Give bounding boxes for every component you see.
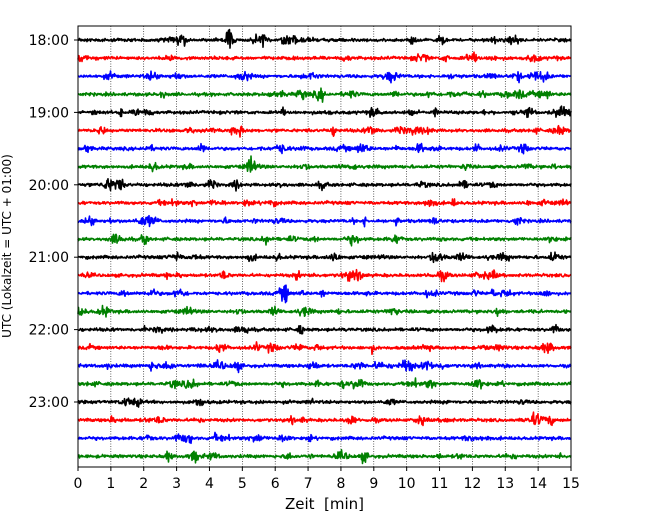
x-tick-label: 7 (304, 476, 313, 492)
trace-1930 (77, 142, 572, 155)
y-tick-label: 22:00 (29, 323, 69, 339)
trace-2230 (77, 359, 572, 374)
trace-2045 (77, 233, 572, 247)
trace-2030 (77, 214, 572, 228)
trace-2015 (77, 198, 572, 208)
x-tick-label: 6 (271, 476, 280, 492)
trace-1845 (77, 87, 572, 103)
x-axis-ticks: 0 1 2 3 4 5 6 7 8 9 10 11 12 13 14 15 (74, 467, 580, 492)
y-axis-label: UTC (Lokalzeit = UTC + 01:00) (0, 154, 14, 338)
trace-1900 (77, 105, 572, 119)
x-tick-label: 14 (529, 476, 547, 492)
y-tick-label: 20:00 (29, 178, 69, 194)
x-tick-label: 0 (74, 476, 83, 492)
x-tick-label: 3 (172, 476, 181, 492)
x-tick-label: 4 (205, 476, 214, 492)
vertical-grid (110, 26, 539, 467)
y-tick-label: 23:00 (29, 395, 69, 411)
x-tick-label: 8 (336, 476, 345, 492)
trace-1915 (77, 124, 572, 138)
trace-2100 (77, 251, 572, 264)
y-axis-ticks: 18:00 19:00 20:00 21:00 22:00 23:00 (29, 33, 78, 411)
trace-1830 (77, 70, 572, 84)
trace-1815 (77, 51, 572, 63)
x-tick-label: 12 (463, 476, 481, 492)
y-tick-label: 18:00 (29, 33, 69, 49)
x-axis-label: Zeit [min] (285, 495, 364, 513)
x-tick-label: 1 (106, 476, 115, 492)
seismogram-traces (77, 28, 572, 465)
trace-2345 (77, 449, 572, 465)
trace-2215 (77, 341, 572, 356)
trace-1945 (77, 155, 572, 173)
trace-2330 (77, 431, 572, 445)
trace-2315 (77, 411, 572, 427)
trace-1800 (77, 28, 572, 49)
y-tick-label: 21:00 (29, 250, 69, 266)
plot-frame (77, 25, 572, 468)
trace-2000 (77, 178, 572, 192)
x-tick-label: 5 (238, 476, 247, 492)
x-tick-label: 10 (398, 476, 416, 492)
trace-2200 (77, 323, 572, 335)
trace-2115 (77, 268, 572, 283)
x-tick-label: 15 (562, 476, 580, 492)
x-tick-label: 2 (139, 476, 148, 492)
x-tick-label: 13 (496, 476, 514, 492)
y-tick-label: 19:00 (29, 105, 69, 121)
x-tick-label: 11 (431, 476, 449, 492)
trace-2130 (77, 284, 572, 304)
trace-2245 (77, 377, 572, 390)
trace-2145 (77, 304, 572, 318)
trace-2300 (77, 397, 572, 408)
x-tick-label: 9 (369, 476, 378, 492)
